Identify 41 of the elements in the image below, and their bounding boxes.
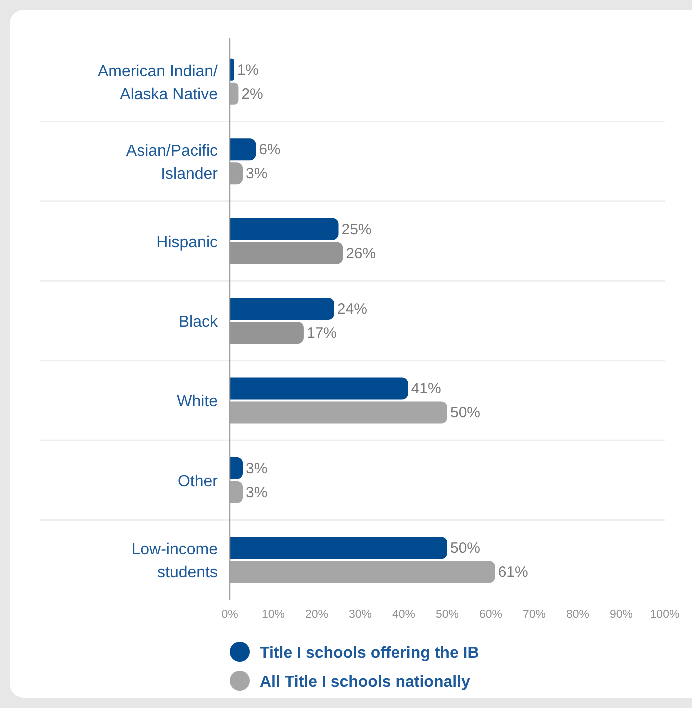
- data-label: 17%: [306, 325, 337, 342]
- x-tick-label: 100%: [650, 609, 680, 621]
- data-label: 2%: [242, 86, 264, 103]
- x-tick-label: 20%: [305, 609, 329, 621]
- data-label: 61%: [498, 564, 528, 582]
- bar: [230, 537, 448, 560]
- y-tick-label: Asian/Pacific Islander: [126, 143, 219, 184]
- bar: [230, 138, 256, 161]
- x-tick-label: 10%: [262, 609, 286, 621]
- x-tick-label: 90%: [610, 609, 634, 621]
- y-tick-label: White: [177, 394, 218, 411]
- bar: [230, 457, 244, 480]
- y-tick-label: Black: [178, 314, 219, 331]
- y-tick-label: Low-income students: [132, 542, 218, 582]
- bar: [230, 298, 334, 320]
- data-label: 50%: [450, 404, 481, 422]
- bar: [230, 58, 234, 81]
- data-label: 50%: [450, 540, 481, 558]
- x-tick-label: 40%: [392, 609, 416, 621]
- data-label: 41%: [411, 380, 442, 398]
- data-label: 26%: [346, 245, 376, 262]
- data-label: 25%: [342, 221, 372, 238]
- y-tick-label: Other: [178, 473, 219, 490]
- data-label: 3%: [246, 484, 268, 502]
- data-label: 24%: [337, 301, 368, 318]
- legend-label: All Title I schools nationally: [260, 674, 471, 691]
- data-label: 3%: [246, 166, 268, 183]
- data-label: 6%: [259, 142, 281, 159]
- data-label: 3%: [246, 460, 268, 478]
- bar: [230, 218, 339, 240]
- x-tick-label: 30%: [348, 609, 372, 621]
- y-tick-label: Hispanic: [156, 234, 218, 252]
- data-label: 1%: [237, 62, 260, 79]
- x-tick-label: 0%: [222, 609, 238, 621]
- x-tick-label: 50%: [436, 609, 460, 621]
- x-tick-label: 70%: [522, 609, 546, 621]
- legend-label: Title I schools offering the IB: [260, 645, 480, 662]
- y-tick-label: American Indian/Alaska Native: [98, 63, 219, 104]
- x-tick-label: 80%: [566, 609, 590, 621]
- x-tick-label: 60%: [479, 609, 503, 621]
- bar: [230, 378, 408, 400]
